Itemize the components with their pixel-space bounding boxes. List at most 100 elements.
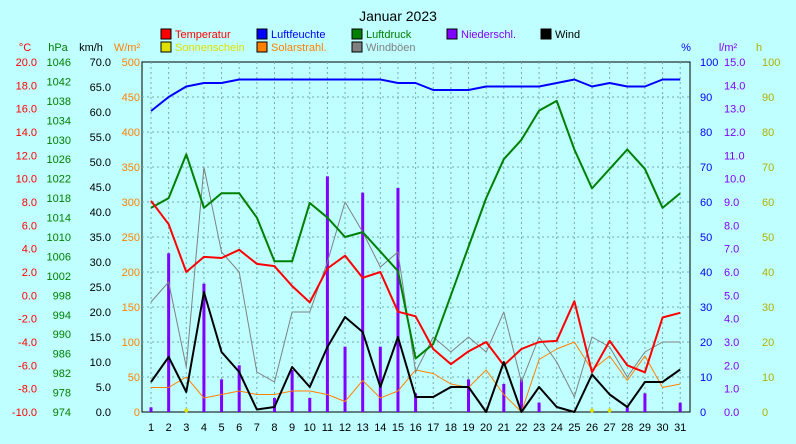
point-sonnenschein xyxy=(607,408,612,413)
y-tick-sun: 90 xyxy=(762,92,774,104)
y-tick-humidity: 40 xyxy=(700,267,712,279)
point-sonnenschein xyxy=(590,408,594,413)
y-tick-wind: 35.0 xyxy=(90,232,111,244)
y-tick-temp: -4.0 xyxy=(18,337,37,349)
y-tick-wind: 45.0 xyxy=(90,182,111,194)
y-tick-pressure: 1022 xyxy=(47,174,71,186)
y-tick-humidity: 60 xyxy=(700,197,712,209)
y-tick-pressure: 1014 xyxy=(47,213,71,225)
y-tick-rain: 7.0 xyxy=(724,244,739,256)
y-tick-solar: 200 xyxy=(122,267,140,279)
x-tick-label: 20 xyxy=(480,422,492,434)
x-tick-label: 25 xyxy=(568,422,580,434)
y-tick-pressure: 986 xyxy=(53,349,71,361)
y-tick-pressure: 1010 xyxy=(47,232,71,244)
legend-item: Niederschl. xyxy=(446,28,516,41)
axis-unit-humidity: % xyxy=(681,42,691,54)
y-tick-temp: 14.0 xyxy=(16,127,37,139)
x-tick-label: 10 xyxy=(304,422,316,434)
legend-swatch xyxy=(540,28,552,40)
y-tick-solar: 50 xyxy=(128,372,140,384)
bar-niederschl- xyxy=(643,393,647,412)
axes: 1 2 3 4 5 6 7 8 9 10 11 12 13 14 15 16 17 18 19 20 21 22 23 24 2… xyxy=(12,42,780,434)
axis-unit-temp: °C xyxy=(19,42,31,54)
x-tick-label: 11 xyxy=(322,422,333,434)
x-tick-label: 15 xyxy=(392,422,404,434)
legend-swatch xyxy=(256,41,268,53)
y-tick-rain: 4.0 xyxy=(724,314,739,326)
y-tick-wind: 30.0 xyxy=(90,257,111,269)
x-tick-label: 22 xyxy=(515,422,527,434)
bar-niederschl- xyxy=(537,402,541,412)
bar-niederschl- xyxy=(343,346,347,412)
y-tick-sun: 60 xyxy=(762,197,774,209)
axis-unit-sun: h xyxy=(756,42,762,54)
y-tick-sun: 30 xyxy=(762,302,774,314)
x-tick-label: 26 xyxy=(586,422,598,434)
legend-item: Temperatur xyxy=(160,28,231,41)
bar-niederschl- xyxy=(325,176,329,412)
bar-niederschl- xyxy=(220,379,224,412)
legend-item: Windböen xyxy=(351,41,416,54)
y-tick-solar: 450 xyxy=(122,92,140,104)
y-tick-sun: 0 xyxy=(762,407,768,419)
y-tick-temp: 6.0 xyxy=(22,220,37,232)
y-tick-humidity: 90 xyxy=(700,92,712,104)
y-tick-humidity: 100 xyxy=(700,57,718,69)
y-tick-humidity: 50 xyxy=(700,232,712,244)
y-tick-wind: 25.0 xyxy=(90,282,111,294)
legend-swatch xyxy=(351,28,363,40)
axis-unit-pressure: hPa xyxy=(48,42,68,54)
y-tick-temp: 4.0 xyxy=(22,244,37,256)
line-luftfeuchte xyxy=(150,78,681,112)
x-tick-label: 28 xyxy=(621,422,633,434)
bar-niederschl- xyxy=(378,346,382,412)
y-tick-temp: 12.0 xyxy=(16,150,37,162)
series-lines xyxy=(150,78,681,413)
y-tick-wind: 0.0 xyxy=(96,407,111,419)
legend-swatch xyxy=(351,41,363,53)
y-tick-rain: 10.0 xyxy=(724,174,745,186)
y-tick-temp: -2.0 xyxy=(18,314,37,326)
legend-item: Wind xyxy=(540,28,580,41)
y-tick-temp: -8.0 xyxy=(18,384,37,396)
y-tick-sun: 20 xyxy=(762,337,774,349)
y-tick-rain: 8.0 xyxy=(724,220,739,232)
x-tick-label: 24 xyxy=(551,422,563,434)
bar-niederschl- xyxy=(625,407,629,412)
y-tick-rain: 1.0 xyxy=(724,384,739,396)
x-tick-label: 7 xyxy=(254,422,260,434)
y-tick-pressure: 1018 xyxy=(47,193,71,205)
axis-unit-rain: l/m² xyxy=(719,42,738,54)
legend-item: Luftfeuchte xyxy=(256,28,325,41)
legend-label: Luftdruck xyxy=(366,29,412,41)
bar-niederschl- xyxy=(396,188,400,412)
y-tick-solar: 0 xyxy=(134,407,140,419)
y-tick-pressure: 978 xyxy=(53,388,71,400)
axis-unit-wind: km/h xyxy=(79,42,103,54)
x-tick-label: 2 xyxy=(166,422,172,434)
x-tick-label: 5 xyxy=(218,422,224,434)
y-tick-wind: 70.0 xyxy=(90,57,111,69)
y-tick-pressure: 1006 xyxy=(47,251,71,263)
y-tick-solar: 400 xyxy=(122,127,140,139)
x-tick-label: 3 xyxy=(183,422,189,434)
legend-label: Windböen xyxy=(366,42,416,54)
x-tick-label: 30 xyxy=(656,422,668,434)
y-tick-pressure: 1042 xyxy=(47,76,71,88)
y-tick-pressure: 990 xyxy=(53,329,71,341)
y-tick-rain: 15.0 xyxy=(724,57,745,69)
y-tick-sun: 80 xyxy=(762,127,774,139)
y-tick-wind: 40.0 xyxy=(90,207,111,219)
bar-niederschl- xyxy=(237,365,241,412)
y-tick-wind: 65.0 xyxy=(90,82,111,94)
y-tick-humidity: 80 xyxy=(700,127,712,139)
x-tick-label: 13 xyxy=(357,422,369,434)
x-tick-label: 29 xyxy=(639,422,651,434)
y-tick-rain: 2.0 xyxy=(724,360,739,372)
y-tick-wind: 10.0 xyxy=(90,357,111,369)
line-wind xyxy=(150,291,681,413)
rain-bars xyxy=(149,176,682,412)
y-tick-solar: 500 xyxy=(122,57,140,69)
